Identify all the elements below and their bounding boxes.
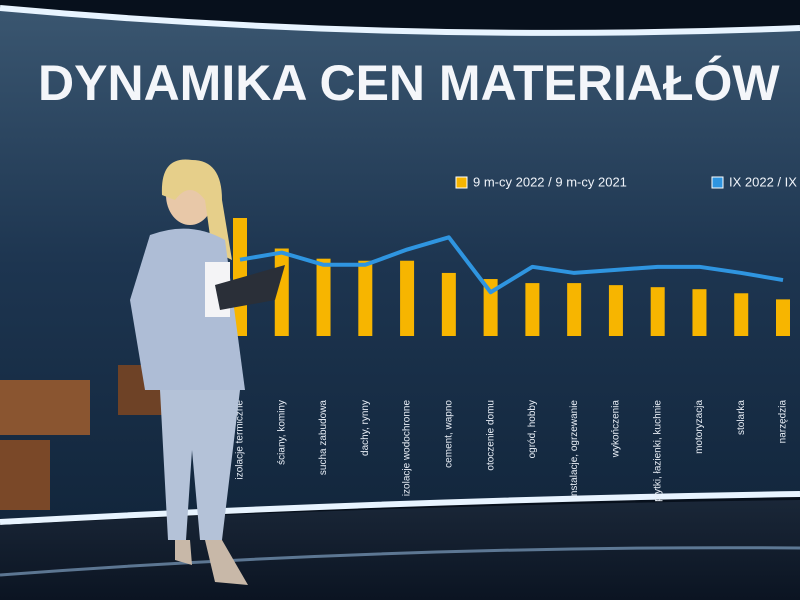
bar — [567, 283, 582, 336]
x-tick-label: izolacje termiczne — [235, 400, 246, 480]
shoes — [175, 540, 248, 585]
legend-swatch — [455, 176, 468, 189]
x-tick-label: sucha zabudowa — [318, 400, 329, 475]
bar — [400, 260, 415, 336]
bar — [734, 293, 749, 336]
chart-title: DYNAMIKA CEN MATERIAŁÓW — [38, 55, 780, 111]
x-tick-label: instalacje, ogrzewanie — [569, 400, 580, 499]
x-tick-label: izolacje wodochronne — [402, 400, 413, 497]
bar — [692, 289, 707, 336]
floor-light — [0, 546, 800, 577]
bar — [776, 299, 790, 336]
line — [239, 235, 784, 295]
x-tick-label: ściany, kominy — [276, 400, 287, 465]
bar — [483, 279, 498, 336]
trousers — [160, 390, 240, 540]
x-tick-label: motoryzacja — [694, 400, 705, 454]
x-tick-label: stolarka — [736, 400, 747, 435]
brick — [0, 380, 90, 435]
legend-label: IX 2022 / IX — [729, 174, 797, 189]
tablet — [215, 265, 285, 310]
x-tick-label: otoczenie domu — [485, 400, 496, 471]
legend-label: 9 m-cy 2022 / 9 m-cy 2021 — [473, 174, 627, 189]
x-tick-label: ogród, hobby — [527, 400, 538, 458]
x-tick-label: dachy, rynny — [360, 400, 371, 456]
x-tick-label: cement, wapno — [443, 400, 454, 468]
bar — [316, 258, 331, 336]
presenter — [130, 159, 285, 585]
legend-swatch — [711, 176, 724, 189]
bar — [358, 260, 373, 336]
light-strip-bottom — [0, 491, 800, 525]
x-tick-label: płytki, łazienki, kuchnie — [652, 400, 663, 502]
bar — [608, 285, 623, 336]
chart: izolacje termiczne ściany, kominy sucha za… — [233, 174, 797, 502]
light-strip-top — [0, 5, 800, 36]
brick — [0, 440, 50, 510]
bar — [650, 287, 665, 336]
bar — [441, 272, 456, 336]
bar — [525, 283, 540, 336]
x-tick-label: narzędzia — [778, 400, 789, 444]
x-tick-label: wykończenia — [611, 400, 622, 459]
